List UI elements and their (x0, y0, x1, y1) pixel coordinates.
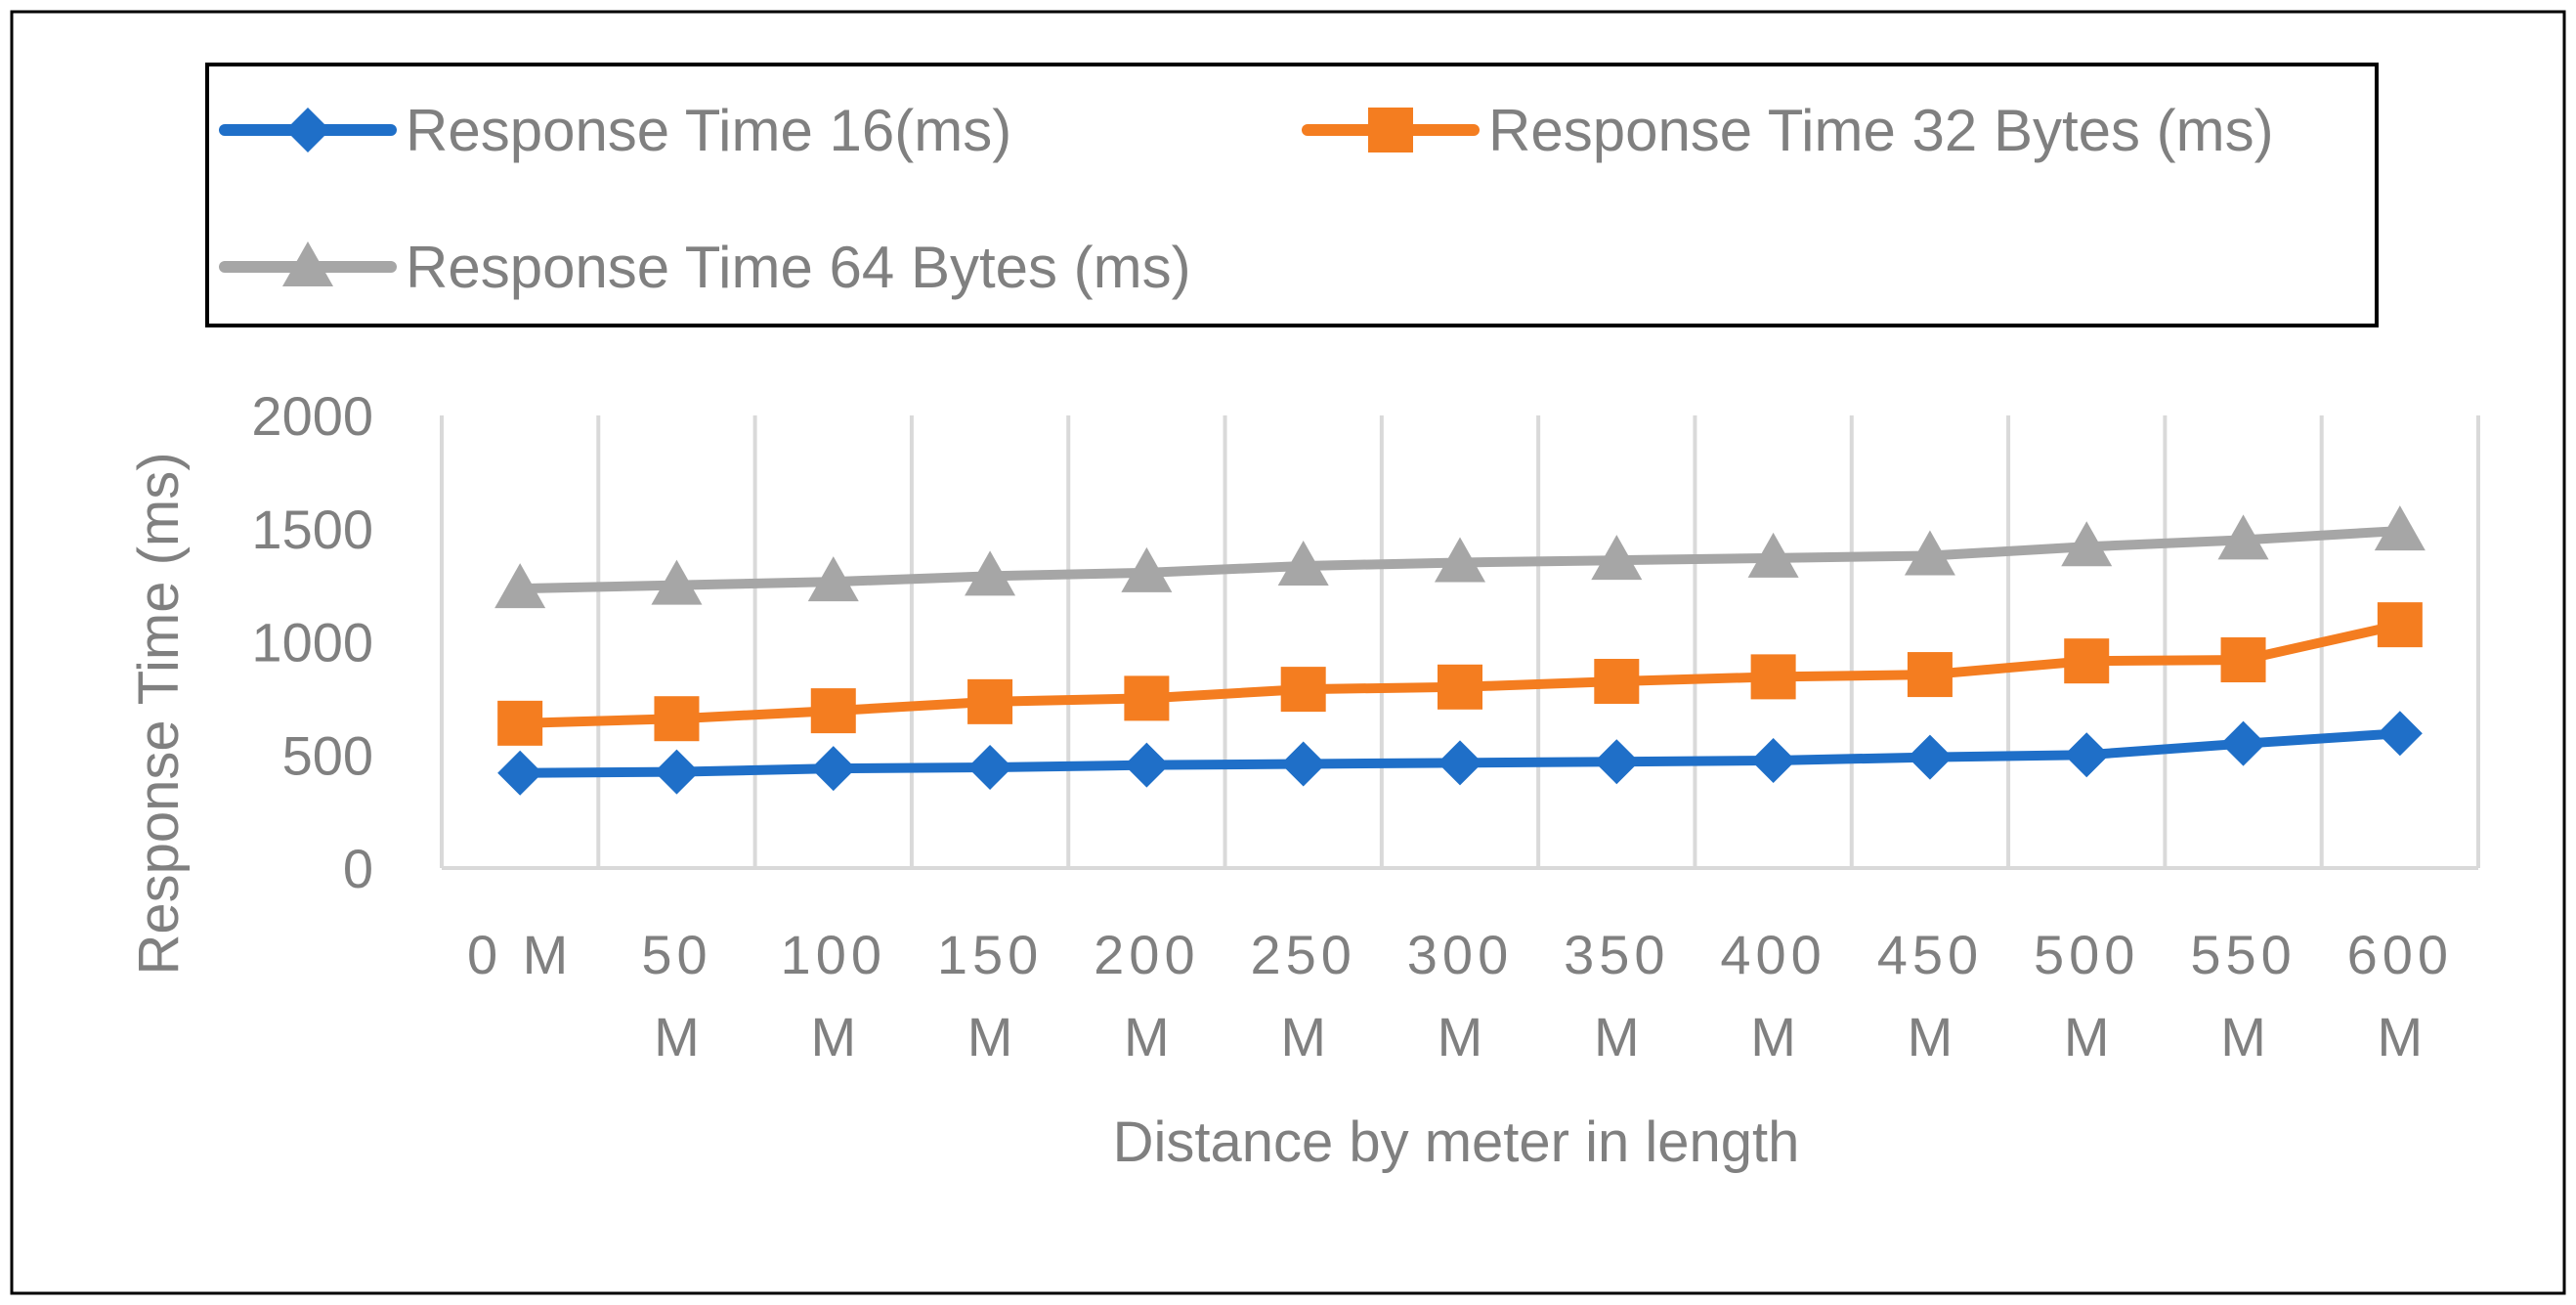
x-tick-label-unit: M (654, 1006, 700, 1067)
data-point (1907, 652, 1953, 698)
data-point (1438, 664, 1482, 710)
data-point (2374, 505, 2426, 551)
data-point (1747, 532, 1799, 578)
data-point (2217, 514, 2269, 560)
data-point (2220, 637, 2266, 683)
x-tick-label-unit: M (1280, 1006, 1326, 1067)
legend-label: Response Time 16(ms) (406, 98, 1011, 163)
data-point (807, 556, 859, 602)
series-1 (497, 711, 2423, 796)
data-point (1280, 667, 1326, 713)
x-tick-label-unit: M (2064, 1006, 2110, 1067)
data-point (810, 688, 856, 734)
x-tick-label: 250 (1250, 924, 1355, 985)
data-point (1277, 540, 1329, 586)
x-tick-label: 100 (781, 924, 886, 985)
data-point (1904, 530, 1955, 576)
x-tick-label-unit: M (1438, 1006, 1483, 1067)
x-tick-label: 0 M (467, 924, 573, 985)
y-tick-label: 1000 (251, 612, 373, 674)
data-point (2220, 720, 2266, 766)
data-point (1124, 675, 1170, 721)
legend-entry: Response Time 64 Bytes (ms) (219, 235, 1191, 300)
data-point (1907, 734, 1953, 780)
legend-label: Response Time 64 Bytes (ms) (406, 235, 1191, 300)
x-tick-label-unit: M (2220, 1006, 2266, 1067)
data-point (2064, 732, 2110, 778)
legend-marker (1368, 108, 1413, 152)
legend-box (205, 63, 2379, 327)
data-point (497, 700, 543, 746)
data-point (654, 696, 700, 742)
x-tick-label-unit: M (2378, 1006, 2424, 1067)
x-tick-label: 200 (1094, 924, 1199, 985)
data-point (494, 563, 546, 609)
data-point (2377, 602, 2423, 648)
data-point (1121, 546, 1173, 592)
series-3 (494, 505, 2426, 609)
data-point (965, 550, 1016, 596)
y-axis-ticks: 0 500 1000 1500 2000 (251, 385, 373, 899)
x-tick-label-unit: M (1750, 1006, 1796, 1067)
x-tick-label: 400 (1720, 924, 1825, 985)
data-point (1591, 535, 1643, 581)
data-point (1435, 537, 1485, 583)
data-point (2377, 711, 2423, 757)
y-tick-label: 1500 (251, 499, 373, 560)
x-tick-label: 50 (641, 924, 711, 985)
data-point (497, 750, 543, 796)
legend-label: Response Time 32 Bytes (ms) (1488, 98, 2274, 163)
legend-marker (285, 108, 330, 152)
legend-entry: Response Time 32 Bytes (ms) (1302, 98, 2274, 163)
x-tick-label: 350 (1564, 924, 1669, 985)
data-point (1594, 739, 1640, 785)
y-axis-title: Response Time (ms) (127, 452, 191, 975)
legend-entry: Response Time 16(ms) (219, 98, 1011, 163)
x-tick-label: 150 (937, 924, 1043, 985)
x-tick-label-unit: M (1124, 1006, 1170, 1067)
data-point (2064, 638, 2110, 684)
data-point (1594, 659, 1640, 705)
x-tick-label-unit: M (1908, 1006, 1953, 1067)
series-2 (497, 602, 2423, 746)
data-point (810, 746, 856, 792)
data-point (1750, 654, 1796, 700)
x-tick-label-unit: M (810, 1006, 856, 1067)
data-point (1750, 738, 1796, 784)
x-axis-title: Distance by meter in length (1113, 1110, 1800, 1174)
legend: Response Time 16(ms) Response Time 32 Byt… (219, 98, 2274, 300)
data-point (1438, 740, 1482, 786)
data-point (2061, 521, 2113, 567)
data-point (654, 749, 700, 795)
x-tick-label-unit: M (967, 1006, 1013, 1067)
x-tick-label: 600 (2347, 924, 2453, 985)
y-tick-label: 2000 (251, 385, 373, 447)
x-tick-label: 500 (2034, 924, 2139, 985)
data-point (651, 559, 703, 605)
x-tick-label: 550 (2190, 924, 2296, 985)
x-tick-label: 450 (1877, 924, 1983, 985)
x-tick-label: 300 (1407, 924, 1513, 985)
x-tick-label-unit: M (1594, 1006, 1640, 1067)
data-point (1124, 742, 1170, 788)
data-point (967, 678, 1013, 724)
data-point (967, 744, 1013, 790)
y-tick-label: 0 (343, 838, 373, 899)
y-tick-label: 500 (282, 724, 373, 786)
series-layer (494, 505, 2426, 796)
legend-marker (282, 241, 333, 286)
x-axis-ticks: 0 M 50 M 100 M 150 M 200 M 250 M 300 M 350 M 400 M 450 M 50… (467, 924, 2453, 1067)
data-point (1280, 741, 1326, 787)
